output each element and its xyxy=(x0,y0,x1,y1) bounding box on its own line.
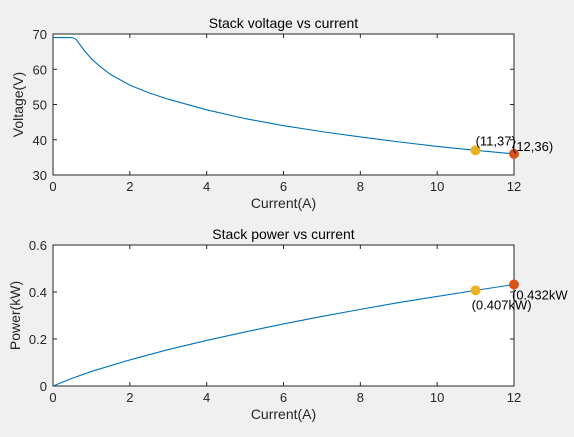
voltage-y-axis-title: Voltage(V) xyxy=(10,72,26,137)
voltage-x-tick-label: 6 xyxy=(280,179,287,194)
voltage-y-tick-label: 70 xyxy=(33,27,47,42)
power-y-tick-label: 0.2 xyxy=(29,332,47,347)
voltage-y-tick-label: 50 xyxy=(33,98,47,113)
power-chart-title: Stack power vs current xyxy=(212,226,354,242)
power-data-point-label: (0.432kW xyxy=(512,287,568,302)
voltage-series-line xyxy=(53,36,515,155)
voltage-x-tick-label: 12 xyxy=(507,179,521,194)
voltage-y-tick-label: 40 xyxy=(33,133,47,148)
power-x-tick-label: 4 xyxy=(203,390,210,405)
power-data-point-label: (0.407kW) xyxy=(472,297,532,312)
power-axes-frame xyxy=(52,244,515,387)
voltage-axes-frame xyxy=(52,33,515,176)
power-y-tick-label: 0.6 xyxy=(29,238,47,253)
power-data-point-marker xyxy=(509,279,519,290)
voltage-axes: 0 2 4 6 8 10 12 30 40 50 60 70 Stack voltage vs curr… xyxy=(10,15,553,211)
power-x-axis-title: Current(A) xyxy=(251,406,316,422)
voltage-chart-title: Stack voltage vs current xyxy=(209,15,359,31)
voltage-x-tick-label: 2 xyxy=(126,179,133,194)
power-x-tick-label: 2 xyxy=(126,390,133,405)
voltage-y-tick-label: 60 xyxy=(33,62,47,77)
power-data-point-marker xyxy=(470,285,481,296)
voltage-data-point-label: (12,36) xyxy=(512,139,553,154)
power-x-tick-label: 8 xyxy=(357,390,364,405)
power-axes: 0 2 4 6 8 10 12 0 0.2 0.4 0.6 Stack power vs curren… xyxy=(7,226,568,422)
power-y-axis-title: Power(kW) xyxy=(7,281,23,350)
power-x-tick-label: 10 xyxy=(430,390,444,405)
voltage-data-point-marker xyxy=(509,148,519,159)
power-y-tick-label: 0.4 xyxy=(29,285,47,300)
voltage-x-tick-label: 10 xyxy=(430,179,444,194)
power-x-tick-label: 0 xyxy=(49,390,56,405)
voltage-data-point-label: (11,37) xyxy=(476,133,516,148)
voltage-x-tick-label: 8 xyxy=(357,179,364,194)
power-x-tick-label: 12 xyxy=(507,390,521,405)
voltage-x-tick-label: 0 xyxy=(49,179,56,194)
power-y-tick-label: 0 xyxy=(40,379,47,394)
power-x-tick-label: 6 xyxy=(280,390,287,405)
voltage-y-tick-label: 30 xyxy=(33,168,47,183)
voltage-x-tick-label: 4 xyxy=(203,179,210,194)
power-series-line xyxy=(52,283,515,387)
voltage-x-axis-title: Current(A) xyxy=(251,195,316,211)
voltage-data-point-marker xyxy=(470,145,481,156)
